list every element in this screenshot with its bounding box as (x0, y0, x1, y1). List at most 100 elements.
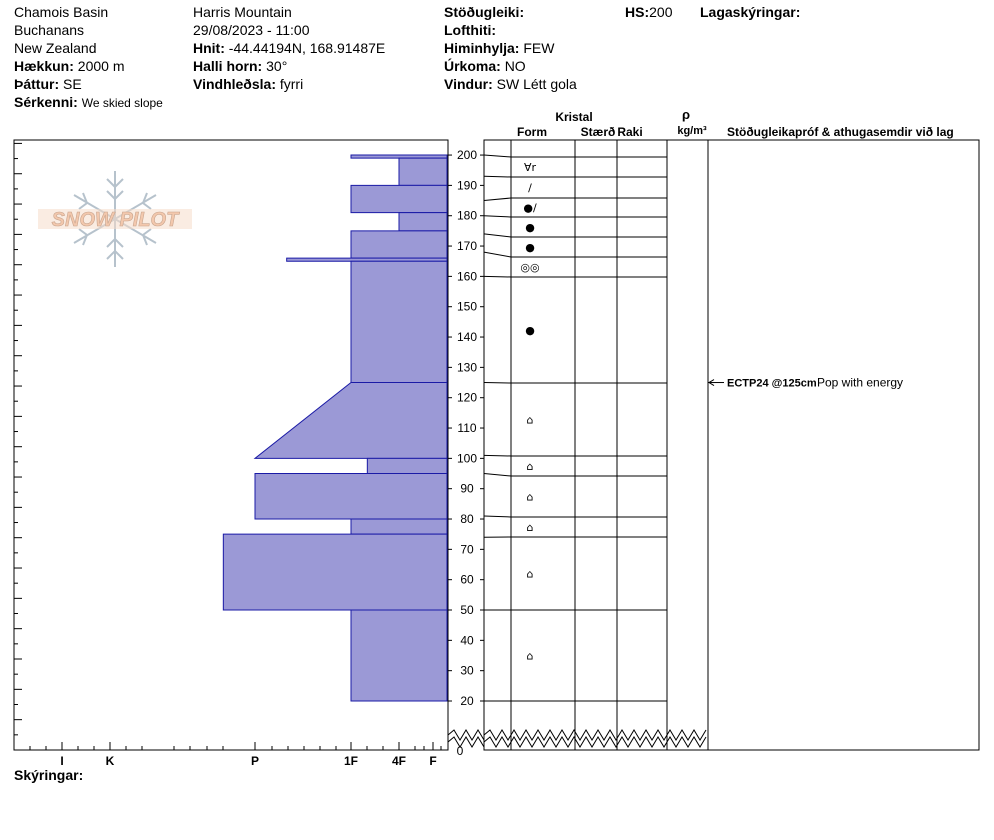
hardness-bars (222, 154, 448, 702)
country-name: New Zealand (14, 40, 97, 56)
grain-form-symbol: ● (525, 241, 535, 254)
stability: Stöðugleiki: (444, 4, 525, 20)
depth-connector-line (483, 454, 512, 457)
axis-break-zigzag (483, 736, 707, 748)
form-header: Form (517, 125, 547, 139)
aspect: Þáttur: SE (14, 76, 82, 92)
grain-form-symbol: / (528, 182, 532, 195)
depth-tick-label: 90 (460, 482, 474, 496)
grain-form-symbol: ⌂ (527, 414, 534, 427)
axis-break-zigzag (447, 729, 485, 741)
depth-connector-line (483, 251, 512, 258)
depth-tick-label: 150 (457, 300, 477, 314)
hardness-layer-bar (350, 518, 448, 535)
hardness-tick-label: P (251, 754, 259, 768)
crystal-header: Kristal (555, 110, 592, 124)
hardness-layer-bar (253, 382, 448, 459)
tests-header: Stöðugleikapróf & athugasemdir við lag (727, 125, 954, 139)
depth-tick-label: 60 (460, 573, 474, 587)
arrow-left-icon (708, 379, 715, 386)
depth-connector-line (483, 515, 512, 518)
snow-height: HS:200 (625, 4, 673, 20)
tests-column-frame (707, 139, 980, 751)
hardness-tick-label: K (106, 754, 115, 768)
hardness-panel-frame (13, 139, 449, 751)
precipitation: Úrkoma: NO (444, 58, 526, 74)
grain-form-symbol: ● (525, 221, 535, 234)
axis-break-zigzag (483, 729, 707, 741)
depth-tick-label: 180 (457, 209, 477, 223)
depth-tick-label: 80 (460, 512, 474, 526)
observation-datetime: 29/08/2023 - 11:00 (193, 22, 310, 38)
notes-label: Skýringar: (14, 767, 84, 783)
site-name: Chamois Basin (14, 4, 109, 20)
hardness-axis: I K P 1F 4F F (29, 742, 442, 768)
grain-form-symbol: ⌂ (527, 491, 534, 504)
depth-tick-label: 190 (457, 178, 477, 192)
grain-form-symbol: ● (525, 324, 535, 337)
depth-tick-label: 140 (457, 330, 477, 344)
size-header: Stærð (581, 125, 616, 139)
depth-tick-label: 130 (457, 360, 477, 374)
stability-test-code: ECTP24 @125cm (727, 378, 817, 390)
hardness-layer-bar (350, 184, 448, 214)
hardness-layer-bar (350, 260, 448, 384)
hardness-layer-bar (350, 609, 448, 702)
hardness-layer-bar (222, 533, 448, 611)
left-axis-ticks (14, 142, 22, 751)
sky-cover: Himinhylja: FEW (444, 40, 555, 56)
region-name: Buchanans (14, 22, 85, 38)
layer-table: ∀r / ●/ ● ● ◎◎ ● ⌂ ⌂ ⌂ ⌂ ⌂ ⌂ ECTP24 @125cm Pop with en… (447, 139, 980, 751)
hardness-layer-bar (286, 257, 448, 262)
hardness-tick-label: I (60, 754, 63, 768)
location-name: Harris Mountain (193, 4, 292, 20)
snowpilot-logo: SNOW PILOT (38, 171, 192, 267)
grain-form-symbol: ⌂ (527, 460, 534, 473)
depth-tick-label: 50 (460, 603, 474, 617)
features: Sérkenni: We skied slope (14, 94, 163, 110)
grain-form-symbol: ●/ (523, 202, 537, 215)
layer-notes-label: Lagaskýringar: (700, 4, 801, 20)
rho-header: ρ (682, 107, 690, 122)
depth-tick-label: 70 (460, 542, 474, 556)
hardness-layer-bar (366, 457, 448, 475)
wind-loading: Vindhleðsla: fyrri (193, 76, 304, 92)
depth-connector-line (483, 233, 512, 238)
axis-break-zigzag (447, 736, 485, 748)
wind: Vindur: SW Létt gola (444, 76, 577, 92)
grain-form-symbol: ∀r (524, 161, 537, 174)
depth-tick-label: 200 (457, 148, 477, 162)
depth-tick-label: 20 (460, 694, 474, 708)
depth-connector-line (483, 197, 512, 202)
depth-tick-label: 30 (460, 664, 474, 678)
grain-form-symbol: ⌂ (527, 521, 534, 534)
stability-test-comment: Pop with energy (817, 376, 903, 390)
hardness-layer-bar (350, 230, 448, 259)
hardness-tick-label: 4F (392, 754, 406, 768)
slope-angle: Halli horn: 30° (193, 58, 288, 74)
hardness-layer-bar (254, 473, 448, 520)
grain-form-symbol: ⌂ (527, 650, 534, 663)
air-temperature: Lofthiti: (444, 22, 497, 38)
depth-connector-line (483, 473, 512, 477)
depth-axis: 20 30 40 50 60 70 80 90 100 110 120 130 140 150 160 170… (448, 148, 484, 758)
depth-connector-line (483, 175, 512, 178)
depth-tick-label: 120 (457, 391, 477, 405)
depth-connector-line (483, 215, 512, 218)
hardness-tick-label: F (429, 754, 436, 768)
hardness-layer-bar (350, 154, 448, 159)
hardness-layer-bar (398, 157, 448, 186)
depth-connector-line (483, 154, 512, 158)
depth-connector-line (483, 275, 512, 278)
logo-text: SNOW PILOT (52, 209, 180, 231)
hardness-tick-label: 1F (344, 754, 358, 768)
elevation: Hækkun: 2000 m (14, 58, 125, 74)
depth-tick-label: 160 (457, 269, 477, 283)
depth-tick-label: 170 (457, 239, 477, 253)
depth-tick-label: 100 (457, 451, 477, 465)
moisture-header: Raki (617, 125, 642, 139)
density-unit-header: kg/m³ (677, 125, 707, 137)
crystal-table-frame (483, 139, 709, 751)
grain-form-symbol: ⌂ (527, 568, 534, 581)
